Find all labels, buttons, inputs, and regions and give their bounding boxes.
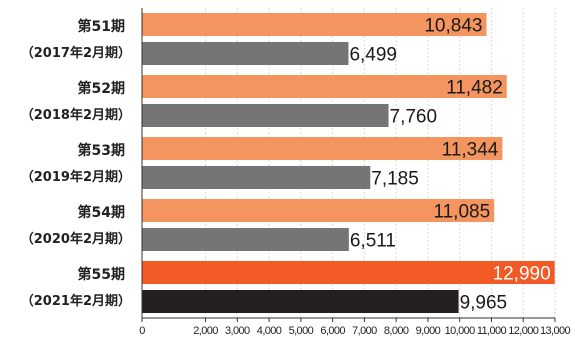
x-tick-label: 11,000: [477, 325, 507, 337]
category-fiscal-label: （2020年2月期）: [21, 231, 131, 247]
x-tick-label: 7,000: [352, 325, 377, 337]
bar: [142, 199, 495, 222]
data-label: 11,085: [433, 202, 490, 223]
data-label: 10,843: [424, 16, 482, 37]
x-tick-label: 2,000: [193, 325, 218, 337]
bar: [142, 166, 371, 189]
data-label: 7,760: [390, 107, 438, 128]
bar: [142, 261, 555, 284]
data-label: 6,499: [349, 45, 397, 66]
x-tick-label: 6,000: [320, 325, 345, 337]
x-tick-label: 8,000: [384, 325, 409, 337]
category-period-label: 第53期: [78, 142, 125, 159]
x-tick-label: 9,000: [416, 325, 441, 337]
x-tick-label: 0: [139, 325, 145, 337]
bar: [142, 290, 459, 313]
x-tick-label: 3,000: [225, 325, 250, 337]
bar: [142, 13, 487, 36]
bar: [142, 228, 349, 251]
category-fiscal-label: （2017年2月期）: [21, 45, 131, 61]
data-label: 11,344: [442, 140, 499, 161]
category-period-label: 第52期: [78, 80, 125, 97]
category-period-label: 第51期: [78, 18, 125, 35]
category-fiscal-label: （2019年2月期）: [21, 169, 131, 185]
category-period-label: 第55期: [78, 266, 125, 283]
data-label: 9,965: [460, 293, 508, 314]
x-tick-label: 12,000: [508, 325, 539, 337]
category-fiscal-label: （2018年2月期）: [21, 107, 131, 123]
x-tick-label: 10,000: [445, 325, 476, 337]
category-period-label: 第54期: [78, 204, 125, 221]
bar: [142, 137, 503, 160]
bar: [142, 104, 389, 127]
x-tick-label: 4,000: [257, 325, 282, 337]
x-tick-label: 5,000: [289, 325, 314, 337]
data-label: 12,990: [493, 264, 551, 285]
data-label: 6,511: [350, 231, 396, 252]
data-label: 7,185: [371, 169, 419, 190]
data-label: 11,482: [446, 78, 503, 99]
bar: [142, 42, 349, 65]
category-fiscal-label: （2021年2月期）: [21, 293, 131, 309]
bar: [142, 75, 507, 98]
x-tick-label: 13,000: [540, 325, 571, 337]
